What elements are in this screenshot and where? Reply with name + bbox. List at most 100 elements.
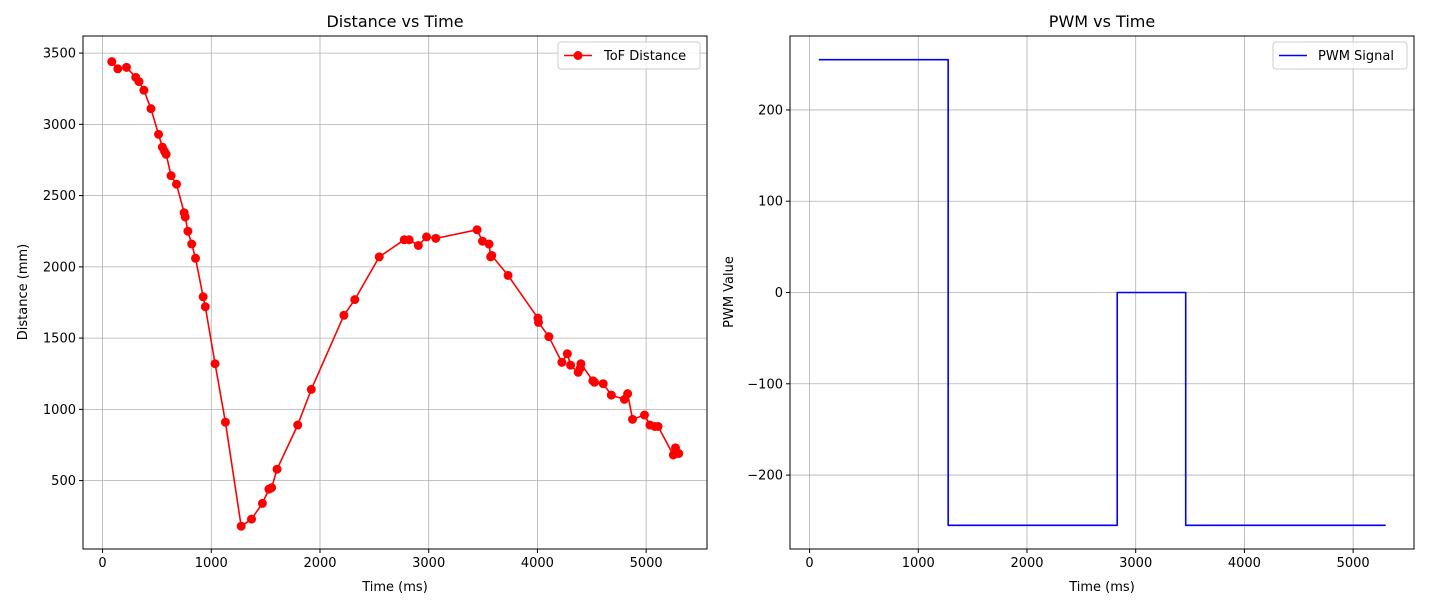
distance-data-point	[267, 483, 277, 493]
distance-y-tick-label: 2500	[43, 189, 76, 204]
distance-data-point	[562, 349, 572, 359]
distance-data-point	[674, 449, 684, 459]
distance-data-point	[422, 232, 432, 242]
distance-data-point	[374, 252, 384, 262]
pwm-y-tick-label: 200	[758, 103, 783, 118]
distance-legend-box	[557, 41, 701, 70]
distance-chart-legend: ToF Distance	[557, 41, 701, 70]
pwm-series-line	[818, 58, 1386, 527]
distance-data-point	[534, 317, 543, 327]
pwm-y-tick-label: −100	[747, 377, 783, 392]
distance-data-point	[628, 414, 638, 424]
distance-x-tick-label: 4000	[521, 556, 554, 571]
distance-data-point	[180, 212, 190, 222]
distance-data-point	[200, 302, 210, 312]
distance-data-point	[606, 390, 616, 400]
distance-data-point	[113, 64, 123, 74]
pwm-chart-x-label: Time (ms)	[1068, 580, 1135, 595]
pwm-legend-label: PWM Signal	[1318, 49, 1394, 64]
pwm-chart-y-ticks: −200 −100 0 100 200	[747, 103, 790, 484]
distance-data-point	[121, 62, 131, 72]
distance-y-tick-label: 500	[51, 474, 76, 489]
distance-data-point	[557, 357, 567, 367]
distance-chart-title: Distance vs Time	[326, 12, 463, 31]
distance-data-point	[566, 360, 576, 370]
distance-data-point	[350, 295, 360, 305]
distance-y-tick-label: 2000	[43, 260, 76, 275]
distance-data-point	[653, 421, 663, 431]
distance-data-point	[154, 129, 164, 139]
distance-legend-label: ToF Distance	[603, 49, 686, 64]
distance-data-point	[107, 57, 117, 67]
distance-data-point	[134, 77, 144, 87]
distance-data-point	[257, 498, 267, 508]
pwm-x-tick-label: 0	[805, 556, 813, 571]
distance-data-point	[236, 521, 246, 531]
distance-data-point	[598, 379, 608, 389]
distance-data-point	[210, 359, 220, 369]
distance-y-tick-label: 3000	[43, 118, 76, 133]
pwm-chart-x-ticks: 0 1000 2000 3000 4000 5000	[805, 549, 1370, 571]
distance-data-point	[171, 179, 181, 189]
distance-data-point	[187, 239, 197, 249]
distance-chart-y-label: Distance (mm)	[16, 244, 31, 340]
distance-data-point	[413, 240, 423, 250]
distance-data-point	[576, 359, 586, 369]
distance-chart-frame	[82, 35, 708, 550]
pwm-y-tick-label: 0	[775, 286, 783, 301]
distance-data-point	[589, 377, 599, 387]
distance-data-point	[404, 235, 414, 245]
pwm-x-tick-label: 1000	[902, 556, 935, 571]
distance-data-point	[339, 310, 349, 320]
distance-data-point	[161, 149, 171, 159]
distance-data-point	[198, 292, 208, 302]
distance-data-point	[272, 464, 282, 474]
distance-data-point	[306, 384, 316, 394]
distance-data-point	[639, 410, 649, 420]
pwm-x-tick-label: 2000	[1010, 556, 1043, 571]
distance-data-point	[484, 239, 494, 249]
pwm-chart: 0 1000 2000 3000 4000 5000 −200 −100 0 100 200 PW…	[722, 12, 1415, 595]
distance-legend-marker	[573, 51, 583, 60]
pwm-x-tick-label: 4000	[1228, 556, 1261, 571]
pwm-y-tick-label: 100	[758, 195, 783, 210]
pwm-x-tick-label: 3000	[1119, 556, 1152, 571]
distance-data-point	[487, 250, 497, 260]
distance-y-tick-label: 3500	[43, 47, 76, 62]
distance-chart: 0 1000 2000 3000 4000 5000 500 1000 1500 2000 250…	[16, 12, 708, 595]
distance-x-tick-label: 3000	[412, 556, 445, 571]
pwm-y-tick-label: −200	[747, 469, 783, 484]
pwm-x-tick-label: 5000	[1337, 556, 1370, 571]
distance-y-tick-label: 1000	[43, 403, 76, 418]
distance-data-point	[146, 104, 156, 114]
distance-data-point	[220, 417, 230, 427]
pwm-legend-box	[1272, 41, 1408, 70]
distance-data-point	[623, 389, 633, 399]
distance-data-point	[247, 514, 256, 524]
distance-chart-x-label: Time (ms)	[361, 580, 428, 595]
distance-data-point	[544, 332, 554, 342]
distance-x-tick-label: 5000	[630, 556, 663, 571]
distance-chart-y-ticks: 500 1000 1500 2000 2500 3000 3500	[43, 47, 83, 489]
distance-x-tick-label: 1000	[195, 556, 228, 571]
distance-data-point	[503, 270, 513, 280]
pwm-chart-y-label: PWM Value	[722, 256, 737, 328]
pwm-chart-title: PWM vs Time	[1049, 12, 1155, 31]
pwm-chart-series	[818, 58, 1386, 527]
distance-chart-x-ticks: 0 1000 2000 3000 4000 5000	[98, 549, 663, 571]
distance-y-tick-label: 1500	[43, 332, 76, 347]
distance-x-tick-label: 0	[98, 556, 106, 571]
distance-chart-series	[107, 57, 684, 531]
distance-data-point	[139, 85, 149, 95]
distance-data-point	[472, 225, 482, 235]
distance-data-point	[166, 171, 176, 181]
pwm-chart-grid	[790, 36, 1414, 549]
distance-data-point	[293, 420, 303, 430]
pwm-chart-legend: PWM Signal	[1272, 41, 1408, 70]
distance-data-point	[431, 233, 441, 243]
distance-data-point	[183, 226, 193, 236]
distance-data-point	[191, 253, 201, 263]
distance-x-tick-label: 2000	[303, 556, 336, 571]
